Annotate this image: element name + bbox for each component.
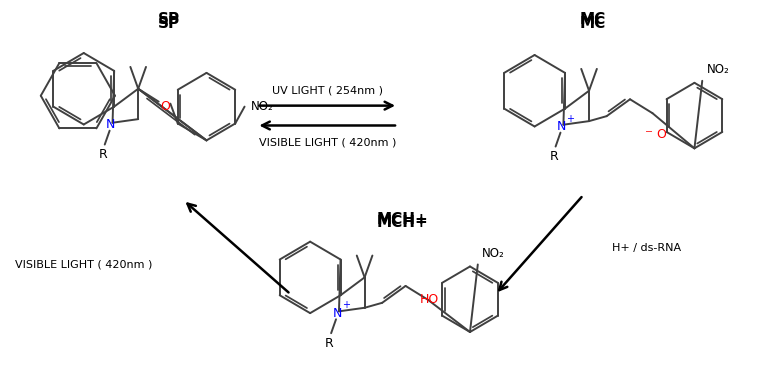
Text: VISIBLE LIGHT ( 420nm ): VISIBLE LIGHT ( 420nm ): [15, 260, 152, 269]
Text: NO₂: NO₂: [251, 100, 274, 113]
Text: +: +: [342, 300, 350, 310]
Text: MCH+: MCH+: [377, 212, 429, 227]
Text: R: R: [324, 337, 334, 349]
Text: VISIBLE LIGHT ( 420nm ): VISIBLE LIGHT ( 420nm ): [259, 137, 397, 147]
Text: MC: MC: [580, 12, 606, 27]
Text: O: O: [160, 100, 170, 113]
Text: R: R: [98, 148, 107, 161]
Text: H+ / ds-RNA: H+ / ds-RNA: [612, 243, 682, 253]
Text: SP: SP: [158, 16, 180, 31]
Text: O: O: [656, 128, 666, 141]
Text: MC: MC: [580, 16, 606, 31]
Text: NO₂: NO₂: [482, 247, 505, 260]
Text: UV LIGHT ( 254nm ): UV LIGHT ( 254nm ): [272, 86, 384, 96]
Text: N: N: [106, 118, 115, 131]
Text: NO₂: NO₂: [706, 63, 729, 76]
Text: R: R: [549, 150, 558, 163]
Text: HO: HO: [420, 293, 439, 306]
Text: ⁻: ⁻: [645, 127, 653, 142]
Text: +: +: [566, 114, 574, 124]
Text: MCH+: MCH+: [377, 215, 429, 230]
Text: N: N: [332, 307, 342, 320]
Text: N: N: [557, 120, 566, 133]
Text: SP: SP: [158, 12, 180, 27]
